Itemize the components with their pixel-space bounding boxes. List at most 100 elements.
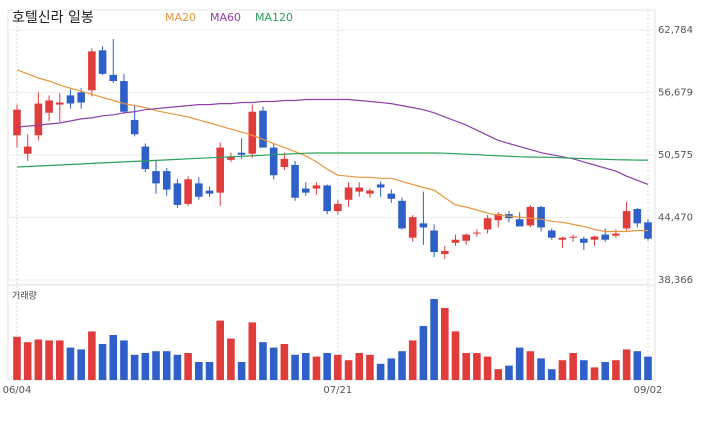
volume-bar [633,351,642,380]
volume-bar [269,347,278,380]
volume-bar [13,336,21,380]
volume-bar [622,349,631,380]
candle-body [366,190,374,194]
candle-body [483,218,492,230]
volume-bar [141,353,150,380]
volume-bar [451,331,460,380]
candle-body [312,185,321,189]
candle-body [55,102,64,105]
volume-bar [515,347,524,380]
candle-body [301,188,310,193]
volume-bar [376,363,385,380]
candle-body [451,239,460,243]
candle-body [98,50,107,74]
candle-body [291,164,299,198]
volume-bar [77,349,85,380]
candle-body [120,81,128,112]
volume-bar [227,338,235,380]
volume-bar [483,356,492,380]
volume-bar [259,342,267,380]
volume-bar [55,340,64,380]
candle-body [633,209,642,224]
candle-body [355,187,364,192]
candle-body [515,219,524,227]
volume-bar [280,344,289,380]
volume-bar [88,331,96,380]
candle-body [440,250,449,255]
volume-bar [301,353,310,380]
volume-bar [34,339,43,380]
volume-bar [601,362,610,380]
candle-body [45,100,53,113]
candle-body [141,146,150,170]
volume-bar [590,367,599,380]
y-tick-label: 44,470 [658,213,693,224]
volume-bar [505,365,513,380]
y-tick-label: 50,575 [658,150,693,161]
x-tick-label: 07/21 [323,385,352,396]
candle-body [23,146,32,154]
volume-bar [644,356,652,380]
candle-body [109,74,118,82]
candle-body [130,119,139,135]
candle-body [248,111,257,154]
x-tick-label: 09/02 [634,385,663,396]
volume-bar [430,299,438,380]
plot-frame [7,9,656,381]
volume-bar [344,360,353,380]
volume-bar [237,362,246,380]
candle-body [237,152,246,155]
volume-bar [558,360,567,380]
volume-bar [248,322,257,380]
volume-bar [98,344,107,380]
candle-body [152,171,160,184]
candle-body [162,171,171,190]
candle-body [34,103,43,136]
candle-body [13,109,21,136]
candle-body [526,206,535,226]
volume-bar [334,354,342,380]
candle-body [622,211,631,229]
candle-body [205,190,214,194]
candle-body [66,95,75,104]
volume-bar [473,353,481,380]
candle-body [216,147,225,193]
volume-bar [366,354,374,380]
volume-bar [120,340,128,380]
ma-line [16,69,648,233]
legend-label: MA60 [210,11,241,24]
candle-body [580,238,588,243]
volume-bar [387,358,396,380]
volume-bar [323,353,331,380]
volume-bar [23,342,32,380]
candle-body [569,236,577,238]
volume-bar [130,354,139,380]
ma-line [16,152,648,168]
volume-bar [195,362,203,380]
volume-bar [45,340,53,380]
volume-bar [526,351,535,380]
ma-line [16,98,649,185]
candle-body [323,185,331,212]
volume-bar [291,354,299,380]
candle-body [537,206,545,228]
volume-bar [494,369,503,380]
candle-body [195,183,203,197]
candle-body [280,158,289,168]
candle-body [376,184,385,188]
candle-body [398,200,406,229]
volume-bar [152,351,160,380]
volume-bar [419,326,428,380]
legend-label: MA20 [165,11,196,24]
volume-bar [109,335,118,380]
candle-body [419,223,428,228]
candle-body [558,237,567,240]
candle-body [473,232,481,234]
candle-body [430,230,438,253]
volume-bar [216,320,225,380]
volume-bar [205,362,214,380]
candle-body [88,51,96,91]
volume-bar [440,308,449,380]
volume-bar [184,353,192,380]
